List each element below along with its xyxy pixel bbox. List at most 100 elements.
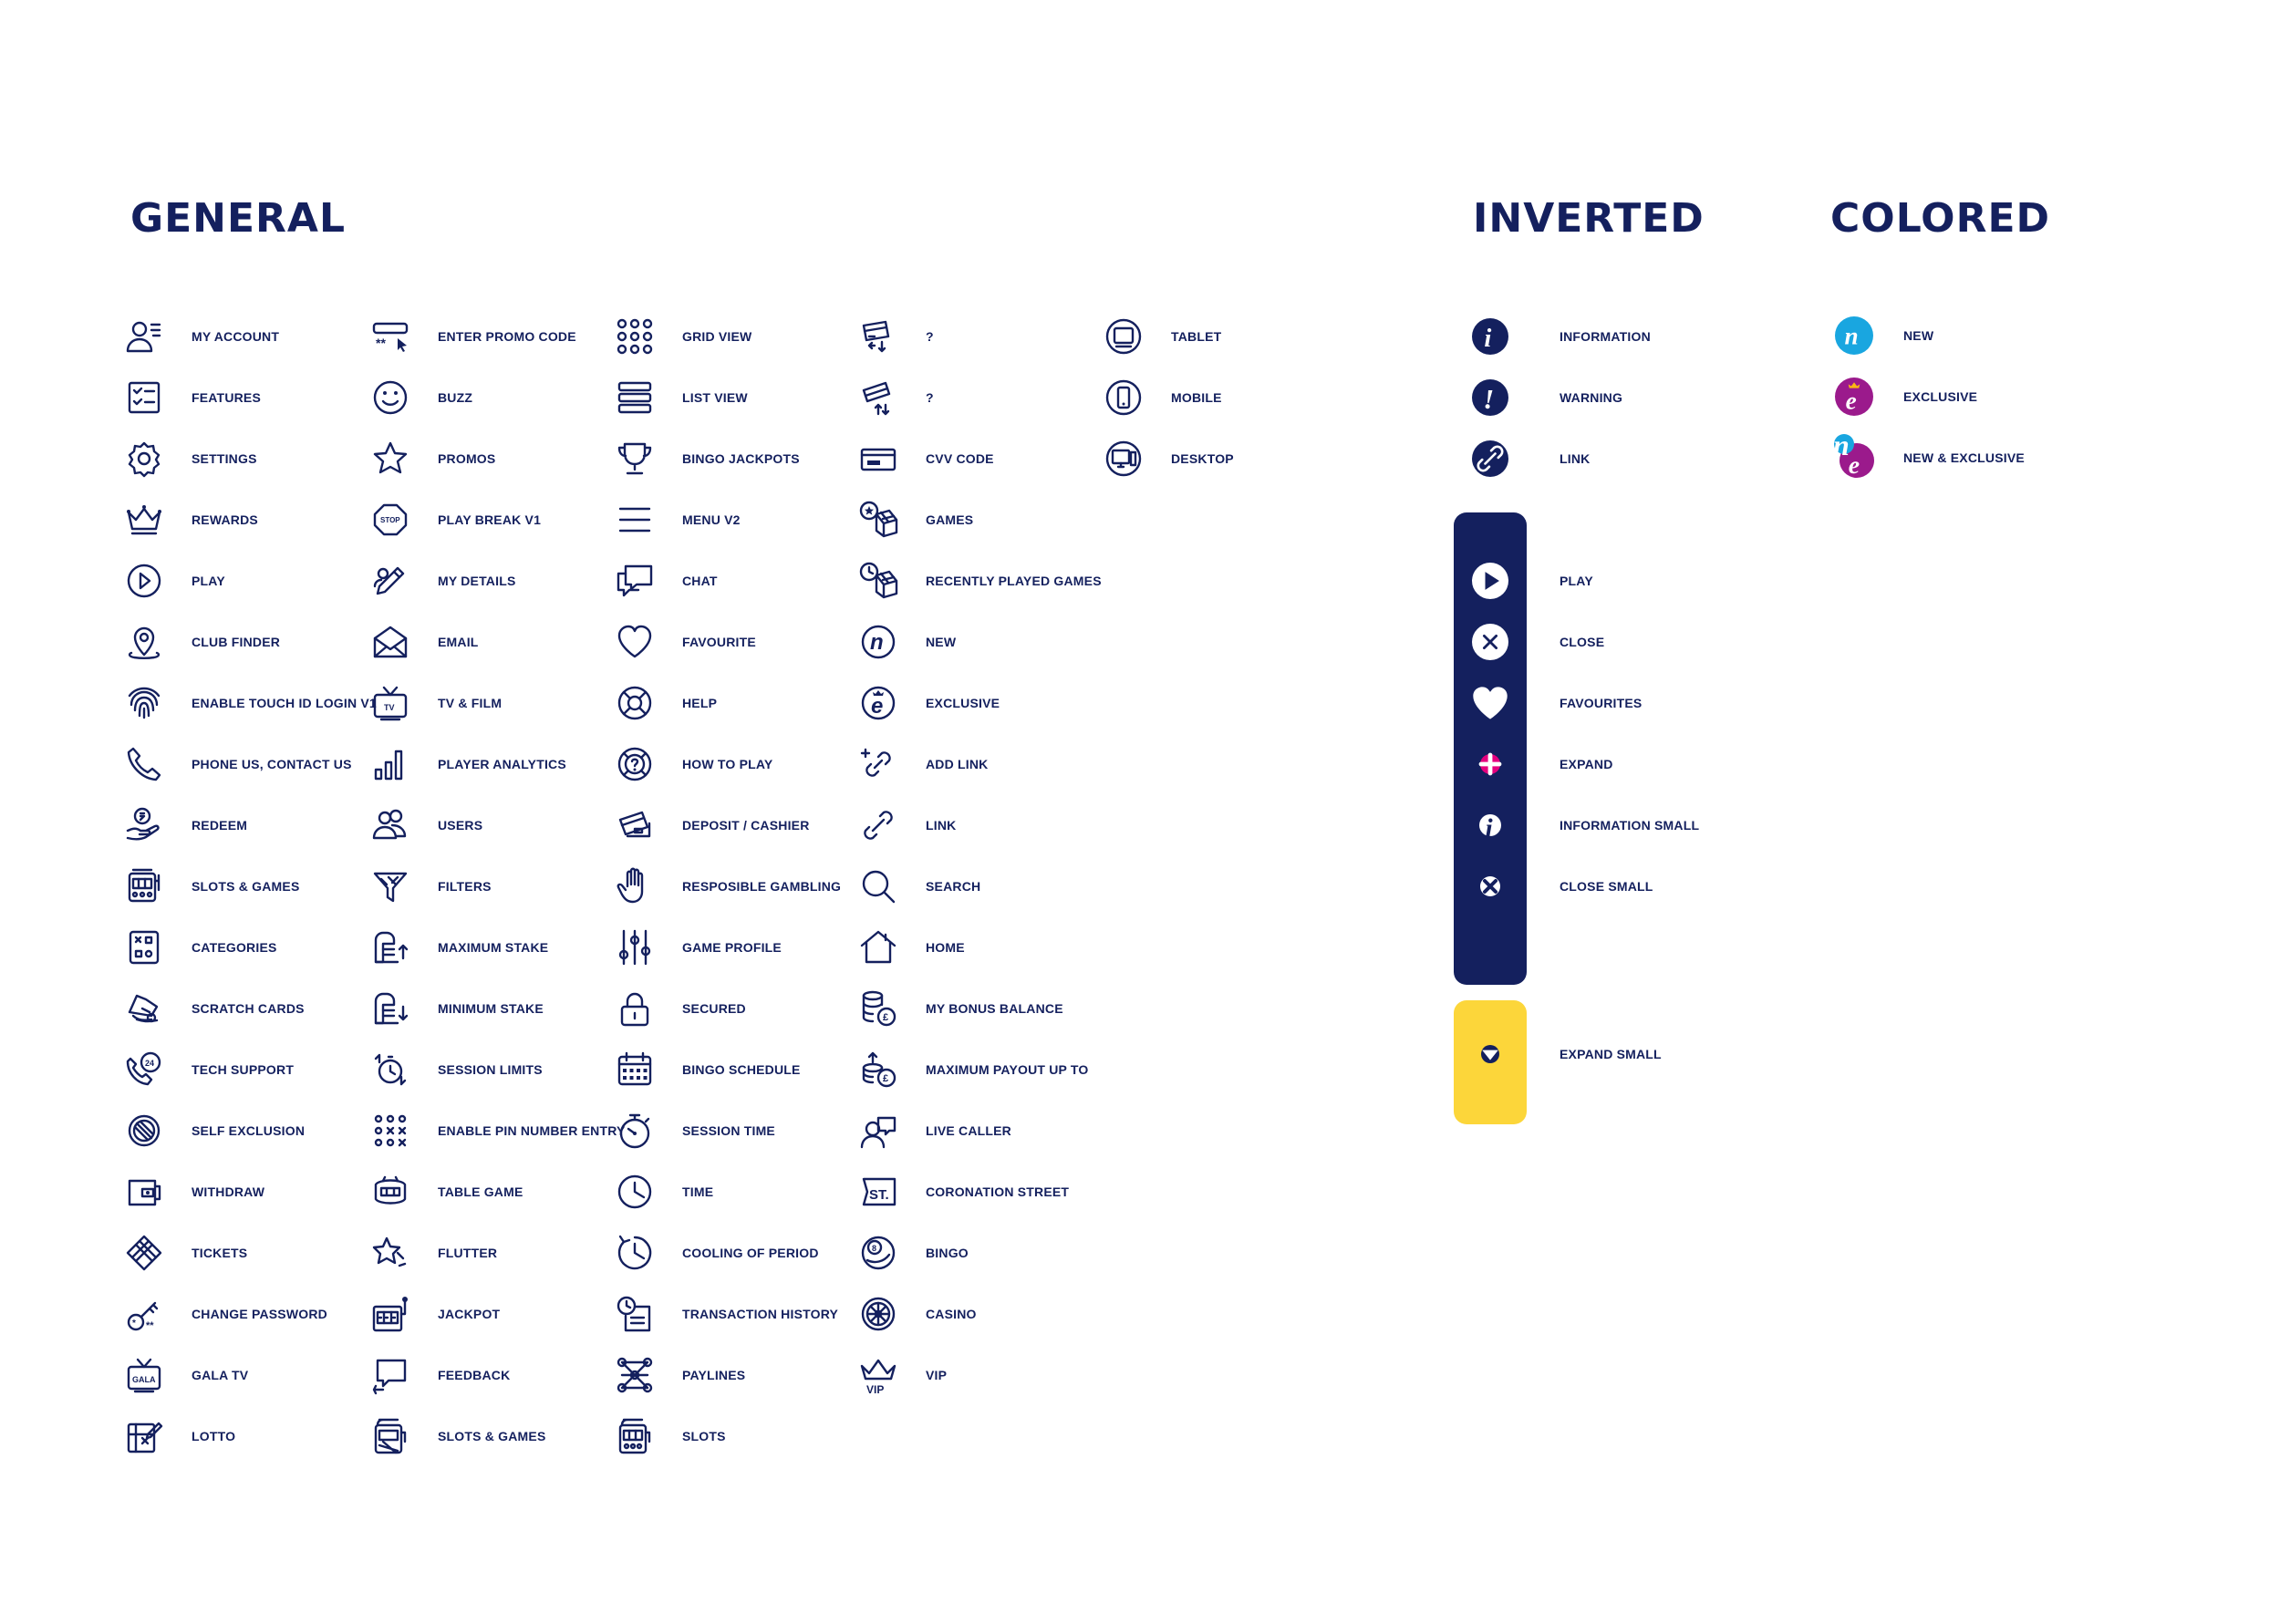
table-game-icon [368, 1170, 412, 1214]
grid-view-icon [613, 315, 657, 358]
icon-label: CLOSE [1560, 634, 1605, 649]
icon-item: FILTERS [368, 855, 626, 916]
change-password-icon: * ** [122, 1292, 166, 1336]
general-column-4: ?? CVV CODE GAMES RECENTLY PLAYED GAMES n NEW… [856, 305, 1102, 1405]
information-icon: i [1468, 315, 1512, 358]
tickets-icon [122, 1231, 166, 1275]
icon-label: CHANGE PASSWORD [192, 1306, 327, 1321]
heading-colored: COLORED [1830, 195, 2051, 242]
icon-label: ADD LINK [926, 756, 989, 771]
colored-list: n NEW e EXCLUSIVE e n NEW & EXCLUSIVE [1832, 305, 2025, 488]
svg-text:VIP: VIP [866, 1383, 884, 1396]
max-payout-icon: £ [856, 1048, 900, 1091]
icon-item: ENABLE PIN NUMBER ENTRY [368, 1100, 626, 1161]
search-icon [856, 864, 900, 908]
icon-label: LIST VIEW [682, 389, 748, 405]
self-exclusion-icon [122, 1109, 166, 1153]
svg-text:TV: TV [384, 703, 395, 712]
analytics-icon [368, 742, 412, 786]
cvv-icon [856, 437, 900, 481]
icon-item: GAMES [856, 489, 1102, 550]
icon-item: HOME [856, 916, 1102, 978]
icon-item: FEEDBACK [368, 1344, 626, 1405]
star-icon [368, 437, 412, 481]
icon-item: MY ACCOUNT [122, 305, 377, 367]
svg-text:ST.: ST. [869, 1187, 889, 1203]
icon-label: USERS [438, 817, 483, 833]
svg-text:24: 24 [145, 1059, 154, 1068]
icon-label: GALA TV [192, 1367, 249, 1382]
icon-item: STOP PLAY BREAK V1 [368, 489, 626, 550]
icon-label: SEARCH [926, 878, 981, 894]
chat-icon [613, 559, 657, 603]
heart-filled-icon [1468, 681, 1512, 725]
icon-item: REDEEM [122, 794, 377, 855]
menu-icon [613, 498, 657, 542]
icon-label: TABLE GAME [438, 1184, 523, 1199]
calendar-icon [613, 1048, 657, 1091]
icon-item: £ MAXIMUM PAYOUT UP TO [856, 1039, 1102, 1100]
svg-text:i: i [1484, 325, 1491, 353]
tablet-icon [1102, 315, 1145, 358]
icon-label: DEPOSIT / CASHIER [682, 817, 810, 833]
icon-label: SCRATCH CARDS [192, 1000, 305, 1016]
icon-item: TIME [613, 1161, 841, 1222]
icon-item: MY DETAILS [368, 550, 626, 611]
flutter-icon [368, 1231, 412, 1275]
icon-item: n NEW [1832, 305, 2025, 366]
icon-label: TIME [682, 1184, 714, 1199]
pencil-icon [368, 559, 412, 603]
help-icon [613, 681, 657, 725]
new-exclusive-badge-icon: e n [1832, 429, 1876, 480]
icon-item: SEARCH [856, 855, 1102, 916]
icon-item: JACKPOT [368, 1283, 626, 1344]
svg-text:!: ! [1483, 384, 1494, 415]
icon-label: LOTTO [192, 1428, 236, 1443]
recent-games-icon [856, 559, 900, 603]
icon-label: INFORMATION SMALL [1560, 817, 1700, 833]
icon-label: ENTER PROMO CODE [438, 328, 576, 344]
casino-icon [856, 1292, 900, 1336]
play-icon [122, 559, 166, 603]
icon-label: CLUB FINDER [192, 634, 281, 649]
icon-label: RECENTLY PLAYED GAMES [926, 573, 1102, 588]
icon-item: VIP VIP [856, 1344, 1102, 1405]
desktop-icon [1102, 437, 1145, 481]
icon-label: WARNING [1560, 389, 1623, 405]
email-icon [368, 620, 412, 664]
add-link-icon [856, 742, 900, 786]
session-limits-icon [368, 1048, 412, 1091]
icon-label: HOW TO PLAY [682, 756, 773, 771]
icon-label: HELP [682, 695, 718, 710]
icon-item: SELF EXCLUSION [122, 1100, 377, 1161]
inverted-yellow-list: EXPAND SMALL [1468, 1023, 1662, 1084]
icon-item: e EXCLUSIVE [856, 672, 1102, 733]
icon-label: MY ACCOUNT [192, 328, 280, 344]
icon-item: FLUTTER [368, 1222, 626, 1283]
icon-label: SETTINGS [192, 450, 257, 466]
filters-icon [368, 864, 412, 908]
features-icon [122, 376, 166, 419]
icon-item: EXPAND [1468, 733, 1699, 794]
icon-label: SECURED [682, 1000, 746, 1016]
icon-label: CHAT [682, 573, 718, 588]
icon-item: PHONE US, CONTACT US [122, 733, 377, 794]
icon-label: JACKPOT [438, 1306, 501, 1321]
link-icon [856, 803, 900, 847]
icon-item: GRID VIEW [613, 305, 841, 367]
jackpot-icon [368, 1292, 412, 1336]
feedback-icon [368, 1353, 412, 1397]
live-caller-icon [856, 1109, 900, 1153]
card-transfer-icon [856, 376, 900, 419]
inverted-top-list: i INFORMATION! WARNING LINK [1468, 305, 1651, 489]
icon-item: MENU V2 [613, 489, 841, 550]
icon-item: CLOSE SMALL [1468, 855, 1699, 916]
icon-label: RESPOSIBLE GAMBLING [682, 878, 842, 894]
icon-item: GALA GALA TV [122, 1344, 377, 1405]
icon-label: DESKTOP [1171, 450, 1234, 466]
icon-item: CHAT [613, 550, 841, 611]
pin-entry-icon [368, 1109, 412, 1153]
icon-label: TABLET [1171, 328, 1222, 344]
icon-label: PLAY BREAK V1 [438, 512, 542, 527]
icon-item: REWARDS [122, 489, 377, 550]
